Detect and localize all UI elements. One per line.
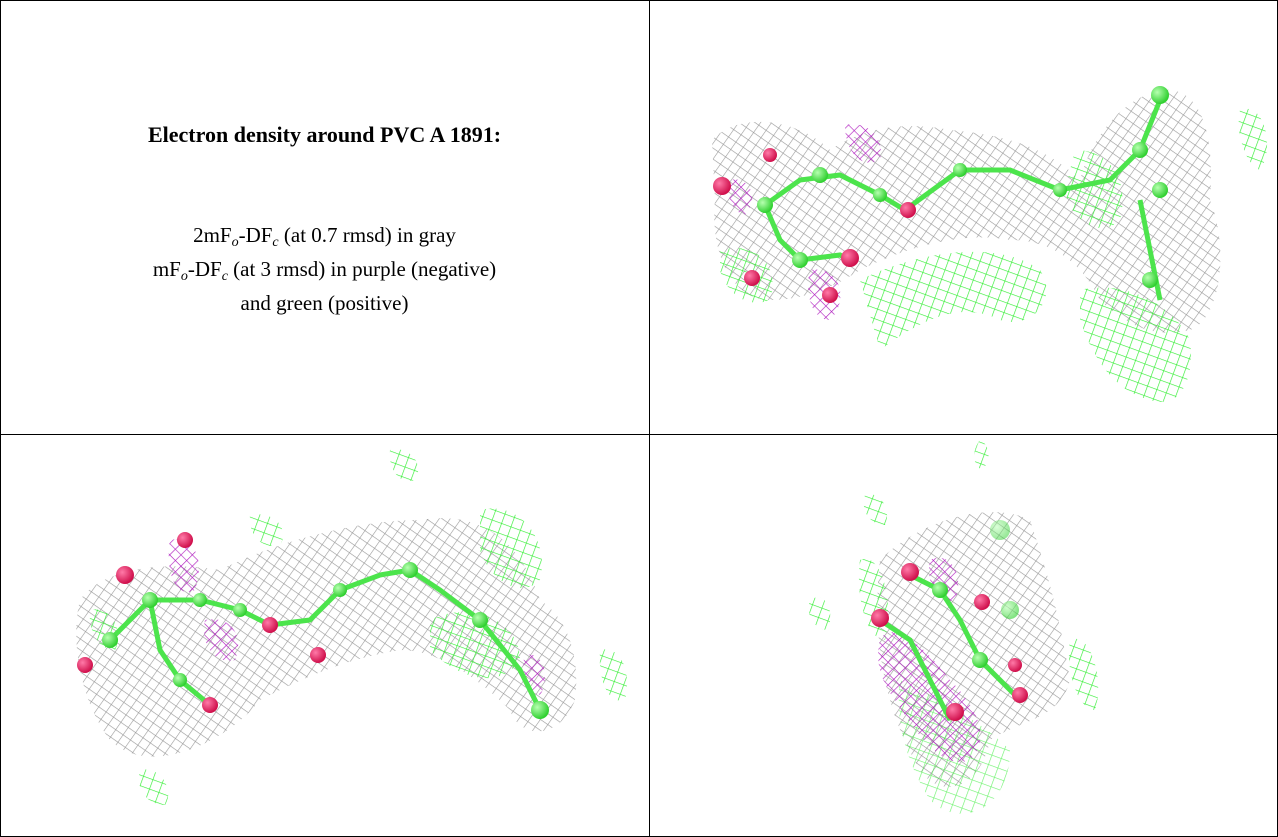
legend-text: and green (positive)	[240, 291, 409, 315]
legend-text: (at 0.7 rmsd) in gray	[278, 223, 456, 247]
legend-text: -DF	[187, 257, 222, 281]
subscript: c	[272, 235, 279, 250]
legend-line: 2mFo-DFc (at 0.7 rmsd) in gray	[0, 218, 649, 252]
legend-text: -DF	[238, 223, 273, 247]
subscript: c	[221, 269, 228, 284]
legend-line: mFo-DFc (at 3 rmsd) in purple (negative)	[0, 252, 649, 286]
density-view-3	[808, 440, 1099, 814]
caption-title: Electron density around PVC A 1891:	[147, 122, 502, 147]
caption-cell: Electron density around PVC A 1891: 2mFo…	[0, 0, 649, 434]
legend-text: 2mF	[193, 223, 232, 247]
caption-legend: 2mFo-DFc (at 0.7 rmsd) in gray mFo-DFc (a…	[0, 218, 649, 320]
density-view-2	[76, 449, 628, 805]
legend-text: (at 3 rmsd) in purple (negative)	[227, 257, 497, 281]
density-view-1	[712, 86, 1268, 402]
subscript: o	[180, 269, 188, 284]
legend-text: mF	[152, 257, 181, 281]
legend-line: and green (positive)	[0, 286, 649, 320]
subscript: o	[231, 235, 239, 250]
